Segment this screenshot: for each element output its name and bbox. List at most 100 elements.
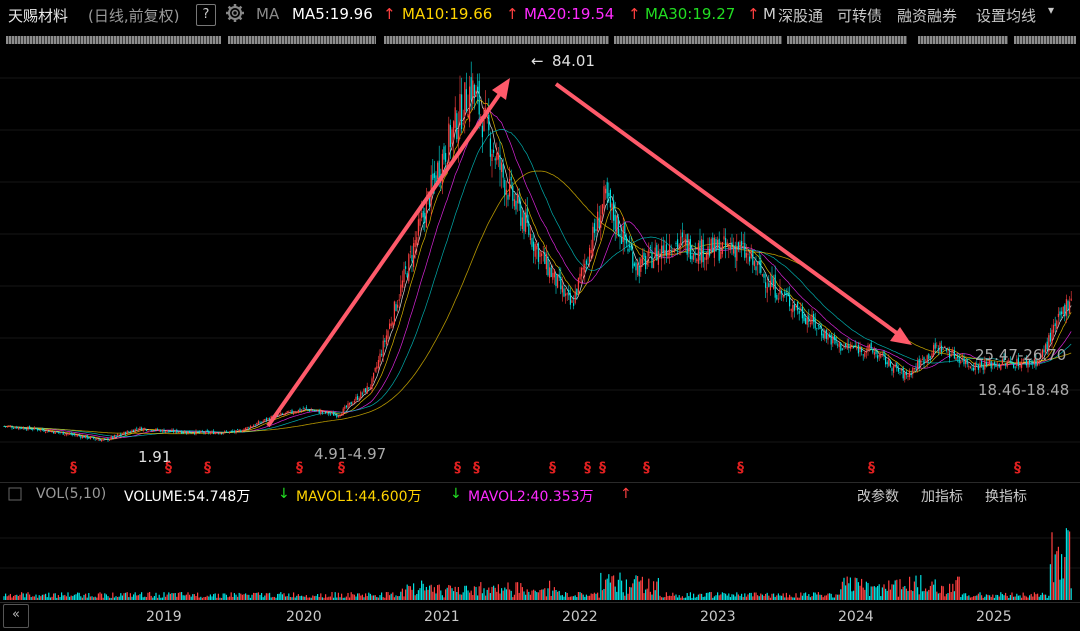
- event-marker[interactable]: §: [1014, 460, 1021, 476]
- candle-body: [254, 424, 256, 426]
- volume-bar: [798, 597, 800, 600]
- ma-settings-button[interactable]: 设置均线: [976, 7, 1037, 25]
- volume-bar: [139, 594, 141, 600]
- candle-body: [360, 391, 362, 399]
- candle-body: [504, 180, 506, 196]
- candle-body: [305, 407, 307, 409]
- volume-bar: [304, 596, 306, 600]
- candle-body: [65, 433, 67, 435]
- axis-divider: [0, 602, 1080, 603]
- candle-body: [539, 251, 541, 257]
- x-tick: 2022: [562, 609, 598, 625]
- candle-body: [560, 276, 562, 290]
- event-marker[interactable]: §: [165, 460, 172, 476]
- candle-body: [814, 318, 816, 329]
- volume-bar: [141, 592, 143, 600]
- volume-bar: [238, 592, 240, 600]
- volume-bar: [376, 596, 378, 600]
- volume-bar: [1049, 564, 1051, 600]
- candle-body: [737, 242, 739, 250]
- event-marker[interactable]: §: [549, 460, 556, 476]
- candle-body: [473, 84, 475, 96]
- volume-bar: [541, 589, 543, 600]
- volume-bar: [827, 593, 829, 600]
- candle-body: [885, 357, 887, 365]
- volume-chart[interactable]: [0, 508, 1080, 602]
- event-marker[interactable]: §: [584, 460, 591, 476]
- dropdown-caret-icon[interactable]: ▾: [1048, 3, 1055, 17]
- volume-bar: [1040, 595, 1042, 600]
- volume-bar: [893, 584, 895, 600]
- volume-bar: [46, 597, 48, 600]
- scroll-left-button[interactable]: «: [3, 604, 29, 628]
- change-params-button[interactable]: 改参数: [857, 489, 899, 505]
- price-chart[interactable]: [0, 48, 1080, 480]
- indicator-name[interactable]: MA: [256, 5, 280, 23]
- volume-bar: [56, 597, 58, 600]
- tag-convertible-bond[interactable]: 可转债: [837, 7, 883, 25]
- candle-body: [728, 245, 730, 249]
- vol-indicator-name[interactable]: VOL(5,10): [36, 486, 107, 502]
- volume-bar: [379, 595, 381, 600]
- volume-bar: [573, 596, 575, 600]
- volume-bar: [841, 581, 843, 600]
- gear-icon[interactable]: [225, 3, 245, 27]
- volume-bar: [646, 588, 648, 600]
- candle-body: [829, 334, 831, 338]
- event-marker[interactable]: §: [70, 460, 77, 476]
- volume-bar: [603, 588, 605, 600]
- volume-bar: [750, 592, 752, 600]
- event-marker[interactable]: §: [204, 460, 211, 476]
- candle-body: [245, 427, 247, 430]
- volume-bar: [742, 597, 744, 600]
- candle-body: [937, 348, 939, 351]
- volume-bar: [197, 592, 199, 600]
- volume-bar: [389, 595, 391, 600]
- volume-bar: [1033, 592, 1035, 600]
- candle-body: [766, 287, 768, 293]
- event-marker[interactable]: §: [737, 460, 744, 476]
- switch-indicator-button[interactable]: 换指标: [985, 489, 1027, 505]
- volume-bar: [365, 593, 367, 600]
- vol-panel-toggle-icon[interactable]: [8, 487, 22, 505]
- candle-body: [214, 432, 216, 435]
- event-marker[interactable]: §: [643, 460, 650, 476]
- help-button[interactable]: ?: [196, 4, 216, 26]
- event-marker[interactable]: §: [296, 460, 303, 476]
- event-marker[interactable]: §: [868, 460, 875, 476]
- candle-body: [48, 430, 50, 433]
- candle-body: [120, 433, 122, 435]
- event-marker[interactable]: §: [599, 460, 606, 476]
- volume-bar: [403, 596, 405, 600]
- volume-bar: [166, 594, 168, 600]
- tag-shenguotong[interactable]: 深股通: [778, 7, 824, 25]
- event-marker[interactable]: §: [454, 460, 461, 476]
- event-marker[interactable]: §: [338, 460, 345, 476]
- volume-bar: [918, 594, 920, 600]
- candle-body: [565, 293, 567, 296]
- candle-body: [713, 237, 715, 258]
- candle-body: [246, 427, 248, 429]
- volume-bar: [457, 587, 459, 600]
- volume-bar: [925, 588, 927, 600]
- candle-body: [464, 82, 466, 117]
- tag-margin-trading[interactable]: 融资融券: [897, 7, 958, 25]
- volume-bar: [491, 586, 493, 600]
- candle-body: [144, 428, 146, 430]
- candle-body: [1048, 335, 1050, 352]
- candle-body: [133, 430, 135, 432]
- volume-bar: [621, 580, 623, 600]
- event-marker[interactable]: §: [473, 460, 480, 476]
- add-indicator-button[interactable]: 加指标: [921, 489, 963, 505]
- candle-body: [480, 116, 482, 118]
- period-mode[interactable]: (日线,前复权): [88, 7, 180, 25]
- candle-body: [435, 175, 437, 185]
- candle-body: [283, 414, 285, 415]
- volume-bar: [945, 593, 947, 600]
- peak-price-label: 84.01: [552, 52, 595, 70]
- volume-bar: [800, 592, 802, 600]
- stock-name[interactable]: 天赐材料: [8, 7, 69, 25]
- candle-body: [893, 366, 895, 373]
- candle-body: [339, 415, 341, 417]
- candle-body: [401, 280, 403, 288]
